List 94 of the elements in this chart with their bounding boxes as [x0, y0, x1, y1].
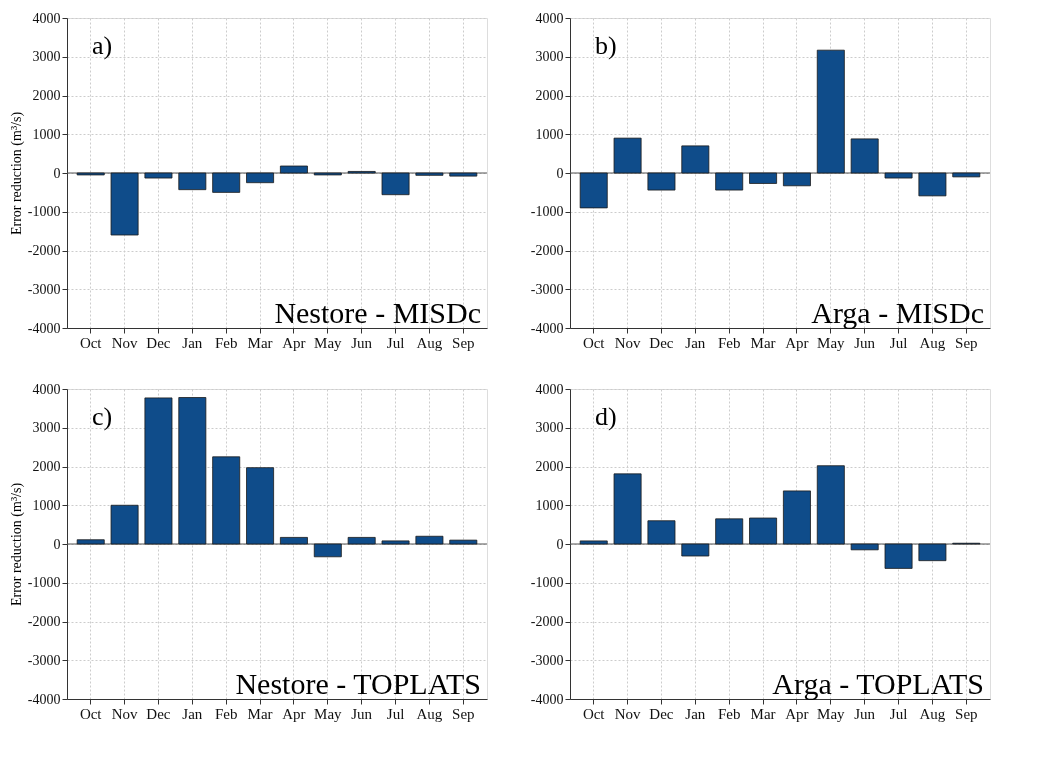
y-tick-label: 3000 — [535, 420, 564, 436]
x-tick-label: Dec — [146, 334, 171, 351]
y-tick-label: 4000 — [32, 10, 61, 26]
y-axis-title: Error reduction (m³/s) — [8, 111, 25, 236]
x-tick-label: Jul — [889, 705, 908, 722]
y-tick-label: -3000 — [530, 281, 564, 297]
x-tick-label: Feb — [214, 705, 238, 722]
x-tick-label: Sep — [955, 705, 978, 722]
x-tick-label: Jun — [351, 334, 373, 351]
annotation: b) — [595, 31, 617, 60]
y-tick-label: -2000 — [530, 614, 564, 629]
y-tick-label: -4000 — [27, 320, 61, 336]
x-tick-label: Jul — [386, 705, 405, 722]
x-tick-label: Sep — [452, 334, 475, 351]
x-tick-label: Feb — [214, 334, 238, 351]
x-tick-label: Mar — [247, 705, 273, 722]
y-tick-label: 0 — [556, 165, 564, 181]
y-tick-label: 1000 — [535, 497, 564, 513]
y-tick-label: 3000 — [32, 420, 61, 436]
x-tick-label: Jan — [182, 334, 203, 351]
x-tick-label: Oct — [582, 705, 606, 722]
y-tick-label: -4000 — [530, 691, 564, 707]
x-tick-label: May — [817, 334, 846, 351]
y-tick-label: -4000 — [27, 691, 61, 707]
y-tick-label: -1000 — [530, 575, 564, 591]
y-tick-label: -2000 — [27, 243, 61, 258]
y-tick-label: 2000 — [535, 88, 564, 103]
annotation: Arga - MISDc — [811, 296, 984, 329]
x-tick-label: Nov — [111, 705, 138, 722]
x-tick-label: Nov — [111, 334, 138, 351]
x-tick-label: Feb — [717, 334, 741, 351]
x-tick-label: Jul — [386, 334, 405, 351]
annotation: a) — [92, 31, 113, 60]
x-tick-label: Feb — [717, 705, 741, 722]
y-tick-label: -1000 — [27, 204, 61, 220]
y-tick-label: 0 — [53, 165, 61, 181]
annotation: Nestore - MISDc — [274, 296, 481, 329]
x-tick-label: Jan — [182, 705, 203, 722]
x-tick-label: Sep — [452, 705, 475, 722]
x-tick-label: Apr — [785, 705, 809, 722]
x-tick-label: Oct — [79, 334, 103, 351]
x-tick-label: Apr — [282, 705, 306, 722]
x-tick-label: Sep — [955, 334, 978, 351]
x-tick-label: Jan — [685, 705, 706, 722]
y-tick-label: 4000 — [535, 381, 564, 397]
y-tick-label: -1000 — [27, 575, 61, 591]
y-tick-label: -4000 — [530, 320, 564, 336]
x-tick-label: Apr — [785, 334, 809, 351]
y-tick-label: -2000 — [530, 243, 564, 258]
x-tick-label: Nov — [614, 334, 641, 351]
x-tick-label: Jun — [854, 334, 876, 351]
x-tick-label: Dec — [649, 705, 674, 722]
x-tick-label: Oct — [79, 705, 103, 722]
x-tick-label: Jun — [351, 705, 373, 722]
x-tick-label: Dec — [146, 705, 171, 722]
x-tick-label: Aug — [416, 705, 443, 722]
y-tick-label: 2000 — [32, 459, 61, 474]
y-axis-title: Error reduction (m³/s) — [8, 482, 25, 607]
annotation: Arga - TOPLATS — [772, 667, 984, 700]
x-tick-label: Aug — [919, 334, 946, 351]
y-tick-label: 1000 — [535, 126, 564, 142]
x-tick-label: Jun — [854, 705, 876, 722]
y-tick-label: -3000 — [27, 281, 61, 297]
x-tick-label: May — [314, 705, 343, 722]
annotation: d) — [595, 402, 617, 431]
x-tick-label: Dec — [649, 334, 674, 351]
x-tick-label: Jul — [889, 334, 908, 351]
y-tick-label: -3000 — [530, 652, 564, 668]
x-tick-label: May — [817, 705, 846, 722]
x-tick-label: Jan — [685, 334, 706, 351]
y-tick-label: 0 — [556, 536, 564, 552]
y-tick-label: 0 — [53, 536, 61, 552]
x-tick-label: Aug — [416, 334, 443, 351]
y-tick-label: 1000 — [32, 126, 61, 142]
y-tick-label: 4000 — [535, 10, 564, 26]
y-tick-label: 2000 — [32, 88, 61, 103]
x-tick-label: Mar — [247, 334, 273, 351]
x-tick-label: Nov — [614, 705, 641, 722]
x-tick-label: Mar — [750, 705, 776, 722]
x-tick-label: Oct — [582, 334, 606, 351]
x-tick-label: Mar — [750, 334, 776, 351]
y-tick-label: 3000 — [535, 49, 564, 65]
y-tick-label: -3000 — [27, 652, 61, 668]
x-tick-label: Apr — [282, 334, 306, 351]
annotation: Nestore - TOPLATS — [235, 667, 481, 700]
annotation: c) — [92, 402, 113, 431]
y-tick-label: -1000 — [530, 204, 564, 220]
y-tick-label: 4000 — [32, 381, 61, 397]
y-tick-label: 2000 — [535, 459, 564, 474]
y-tick-label: 1000 — [32, 497, 61, 513]
x-tick-label: May — [314, 334, 343, 351]
x-tick-label: Aug — [919, 705, 946, 722]
y-tick-label: 3000 — [32, 49, 61, 65]
y-tick-label: -2000 — [27, 614, 61, 629]
